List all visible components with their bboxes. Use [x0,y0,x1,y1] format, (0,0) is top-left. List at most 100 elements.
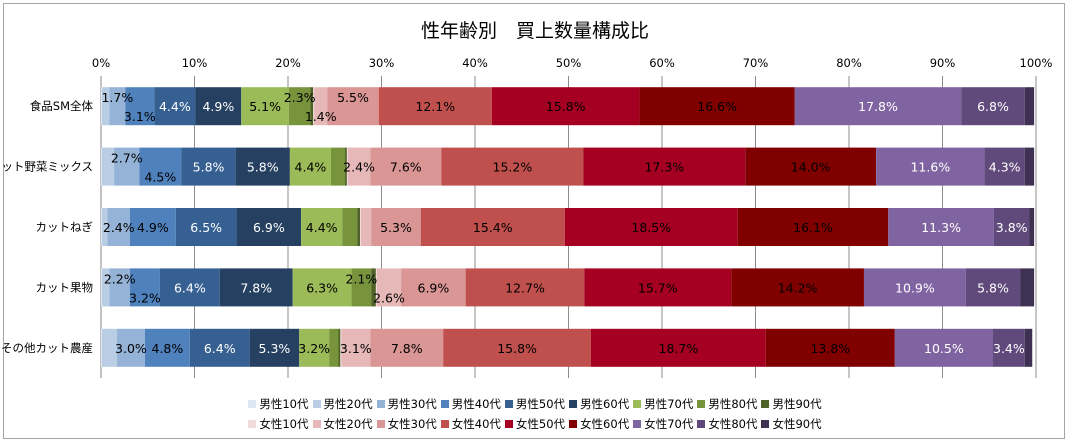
legend-label: 女性70代 [644,417,694,431]
data-label: 5.3% [380,220,412,235]
legend-swatch [761,400,770,408]
legend-swatch [569,400,578,408]
bar-segment [236,208,302,246]
bar-segment [329,328,339,367]
data-label: 2.3% [284,90,316,105]
legend-label: 男性60代 [580,397,630,411]
category-label: 食品SM全体 [30,99,94,113]
legend-item: 女性40代 [440,416,501,432]
bar-segment [109,87,126,126]
data-label: 5.8% [247,160,279,175]
data-label: 2.7% [111,151,143,166]
legend-swatch [697,400,706,408]
data-label: 5.5% [337,90,369,105]
bar-segment [101,87,102,126]
bar-segment [984,147,1025,186]
bar-segment [116,328,145,367]
legend-label: 女性60代 [580,417,630,431]
bar-segment [235,147,290,186]
bar-segment [331,147,346,186]
legend-row-female: 女性10代 女性20代 女性30代 女性40代 女性50代 女性60代 女性70代 女性80代… [0,416,1070,432]
data-label: 15.8% [546,99,586,114]
bar-segment [1029,208,1035,246]
bar-segment [101,147,115,186]
legend-item: 男性50代 [504,396,566,412]
data-label: 5.3% [259,341,291,356]
data-label: 5.8% [193,160,225,175]
bar-segment [195,87,242,126]
legend-label: 女性40代 [451,417,501,431]
bar-segment [342,208,358,246]
bar-segment [301,208,343,246]
legend-item: 男性90代 [761,396,822,412]
legend-swatch [569,420,578,428]
bar-segment [371,208,421,246]
legend-item: 男性10代 [248,396,309,412]
bar-segment [888,208,994,246]
data-label: 16.6% [697,99,737,114]
data-label: 2.1% [346,271,378,286]
bar-segment [341,328,371,367]
x-tick-label: 10% [182,56,208,70]
data-label: 3.0% [115,341,147,356]
bar-segment [101,268,102,307]
legend-swatch [312,420,321,428]
category-label: カット果物 [36,280,94,294]
bar-segment [1024,147,1035,186]
bar-segment [129,208,176,246]
bar-segment [219,268,293,307]
bar-segment [139,147,182,186]
data-label: 7.8% [391,341,423,356]
legend-label: 男性50代 [515,397,566,411]
x-tick-label: 50% [556,56,582,70]
legend-label: 男性90代 [772,397,822,411]
x-tick-label: 40% [462,56,488,70]
bar-segment [590,328,766,367]
bar-segment [313,87,315,126]
bar-segment [314,87,328,126]
data-label: 15.7% [638,280,678,295]
data-label: 2.6% [373,290,405,305]
legend-item: 女性80代 [697,416,757,432]
bar-segment [737,208,889,246]
bar-segment [144,328,190,367]
data-label: 5.1% [249,99,281,114]
legend-swatch [697,420,706,428]
bar-segment [347,147,371,186]
bar-segment [159,268,220,307]
bar-segment [401,268,466,307]
bar-segment [961,87,1025,126]
data-label: 15.4% [473,220,513,235]
data-label: 6.4% [174,280,206,295]
bar-segment [289,147,332,186]
bar-segment [351,268,372,307]
bar-segment [639,87,795,126]
bar-segment [107,208,130,246]
bar-segment [249,328,300,367]
legend-item: 女性10代 [248,416,309,432]
bar-segment [371,268,376,307]
legend-item: 男性70代 [633,396,693,412]
legend-label: 女性10代 [259,417,309,431]
legend-label: 女性20代 [323,417,373,431]
data-label: 10.9% [895,280,935,295]
x-tick-label: 30% [369,56,395,70]
legend-item: 女性90代 [761,416,822,432]
bar-segment [346,147,348,186]
data-label: 18.7% [659,341,699,356]
data-label: 7.8% [240,280,272,295]
bar-segment [745,147,877,186]
legend-swatch [376,400,385,408]
data-label: 3.1% [124,109,156,124]
data-label: 4.9% [202,99,234,114]
legend-label: 女性80代 [708,417,758,431]
bar-segment [345,147,347,186]
legend-swatch [440,420,449,428]
legend-label: 女性90代 [772,417,822,431]
data-label: 1.4% [305,109,337,124]
bar-segment [794,87,962,126]
bar-segment [420,208,565,246]
legend-item: 女性50代 [504,416,565,432]
legend-swatch [504,420,513,428]
x-tick-label: 60% [649,56,675,70]
